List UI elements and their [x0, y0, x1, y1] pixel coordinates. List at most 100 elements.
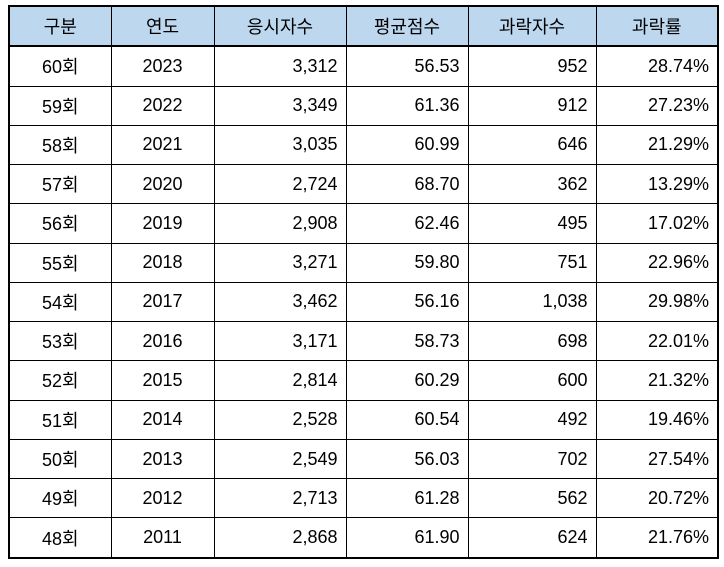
table-cell: 2015	[110, 360, 215, 401]
table-cell: 13.29%	[595, 164, 719, 205]
table-cell: 28.74%	[595, 45, 719, 87]
table-row: 57회 2020 2,724 68.70 362 13.29%	[8, 164, 719, 205]
table-cell: 2,908	[213, 203, 347, 244]
table-cell: 562	[467, 478, 597, 519]
table-cell: 646	[467, 124, 597, 166]
table-cell: 2017	[110, 281, 215, 323]
table-row: 49회 2012 2,713 61.28 562 20.72%	[8, 478, 719, 519]
table-cell: 2012	[110, 478, 215, 519]
table-cell: 27.54%	[595, 438, 719, 480]
table-cell: 698	[467, 321, 597, 362]
table-cell: 56.16	[345, 281, 469, 323]
column-header: 연도	[110, 5, 215, 47]
table-cell: 2,713	[213, 478, 347, 519]
table-cell: 60회	[8, 45, 112, 87]
table-row: 52회 2015 2,814 60.29 600 21.32%	[8, 360, 719, 401]
table-cell: 17.02%	[595, 203, 719, 244]
exam-statistics-table: 구분 연도 응시자수 평균점수 과락자수 과락률 60회 2023 3,312 56.53 952…	[8, 5, 719, 559]
table-cell: 60.99	[345, 124, 469, 166]
table-cell: 3,035	[213, 124, 347, 166]
table-row: 51회 2014 2,528 60.54 492 19.46%	[8, 399, 719, 440]
table-cell: 19.46%	[595, 399, 719, 440]
table-cell: 68.70	[345, 164, 469, 205]
table-cell: 2021	[110, 124, 215, 166]
table-cell: 3,349	[213, 85, 347, 126]
table-cell: 22.01%	[595, 321, 719, 362]
column-header: 응시자수	[213, 5, 347, 47]
table-cell: 495	[467, 203, 597, 244]
table-cell: 57회	[8, 164, 112, 205]
table-cell: 59.80	[345, 242, 469, 283]
table-cell: 2,549	[213, 438, 347, 480]
table-cell: 2023	[110, 45, 215, 87]
table-cell: 55회	[8, 242, 112, 283]
table-cell: 22.96%	[595, 242, 719, 283]
table-cell: 21.76%	[595, 517, 719, 559]
table-cell: 20.72%	[595, 478, 719, 519]
table-cell: 3,271	[213, 242, 347, 283]
table-cell: 624	[467, 517, 597, 559]
table-row: 58회 2021 3,035 60.99 646 21.29%	[8, 124, 719, 166]
table-cell: 52회	[8, 360, 112, 401]
table-cell: 2020	[110, 164, 215, 205]
table-cell: 2011	[110, 517, 215, 559]
table-cell: 952	[467, 45, 597, 87]
table-cell: 54회	[8, 281, 112, 323]
table-cell: 51회	[8, 399, 112, 440]
table-cell: 2,814	[213, 360, 347, 401]
column-header: 과락자수	[467, 5, 597, 47]
table-cell: 3,171	[213, 321, 347, 362]
table-cell: 61.90	[345, 517, 469, 559]
column-header: 과락률	[595, 5, 719, 47]
table-row: 50회 2013 2,549 56.03 702 27.54%	[8, 438, 719, 480]
table-cell: 21.32%	[595, 360, 719, 401]
column-header: 평균점수	[345, 5, 469, 47]
table-row: 60회 2023 3,312 56.53 952 28.74%	[8, 45, 719, 87]
table-cell: 2,724	[213, 164, 347, 205]
table-row: 59회 2022 3,349 61.36 912 27.23%	[8, 85, 719, 126]
table-cell: 56회	[8, 203, 112, 244]
table-cell: 362	[467, 164, 597, 205]
table-cell: 60.29	[345, 360, 469, 401]
table-cell: 2013	[110, 438, 215, 480]
table-cell: 2022	[110, 85, 215, 126]
table-cell: 48회	[8, 517, 112, 559]
table-cell: 702	[467, 438, 597, 480]
table-cell: 3,462	[213, 281, 347, 323]
table-row: 55회 2018 3,271 59.80 751 22.96%	[8, 242, 719, 283]
table-cell: 600	[467, 360, 597, 401]
table-cell: 50회	[8, 438, 112, 480]
table-cell: 56.03	[345, 438, 469, 480]
table-row: 54회 2017 3,462 56.16 1,038 29.98%	[8, 281, 719, 323]
table-cell: 53회	[8, 321, 112, 362]
table-cell: 1,038	[467, 281, 597, 323]
table-cell: 2019	[110, 203, 215, 244]
table-cell: 61.36	[345, 85, 469, 126]
table-cell: 59회	[8, 85, 112, 126]
table-cell: 58회	[8, 124, 112, 166]
table-cell: 751	[467, 242, 597, 283]
table-cell: 492	[467, 399, 597, 440]
table-cell: 61.28	[345, 478, 469, 519]
table-cell: 62.46	[345, 203, 469, 244]
table-cell: 2,528	[213, 399, 347, 440]
table-row: 53회 2016 3,171 58.73 698 22.01%	[8, 321, 719, 362]
table-cell: 58.73	[345, 321, 469, 362]
column-header: 구분	[8, 5, 112, 47]
table-cell: 29.98%	[595, 281, 719, 323]
table-row: 56회 2019 2,908 62.46 495 17.02%	[8, 203, 719, 244]
table-cell: 2014	[110, 399, 215, 440]
table-cell: 49회	[8, 478, 112, 519]
table-row: 48회 2011 2,868 61.90 624 21.76%	[8, 517, 719, 559]
table-cell: 2016	[110, 321, 215, 362]
table-cell: 2,868	[213, 517, 347, 559]
table-cell: 912	[467, 85, 597, 126]
table-cell: 56.53	[345, 45, 469, 87]
table-cell: 21.29%	[595, 124, 719, 166]
table-body: 60회 2023 3,312 56.53 952 28.74% 59회 2022 3,349 61…	[8, 45, 719, 559]
header-row: 구분 연도 응시자수 평균점수 과락자수 과락률	[8, 5, 719, 47]
table-cell: 2018	[110, 242, 215, 283]
table-cell: 27.23%	[595, 85, 719, 126]
table-cell: 3,312	[213, 45, 347, 87]
